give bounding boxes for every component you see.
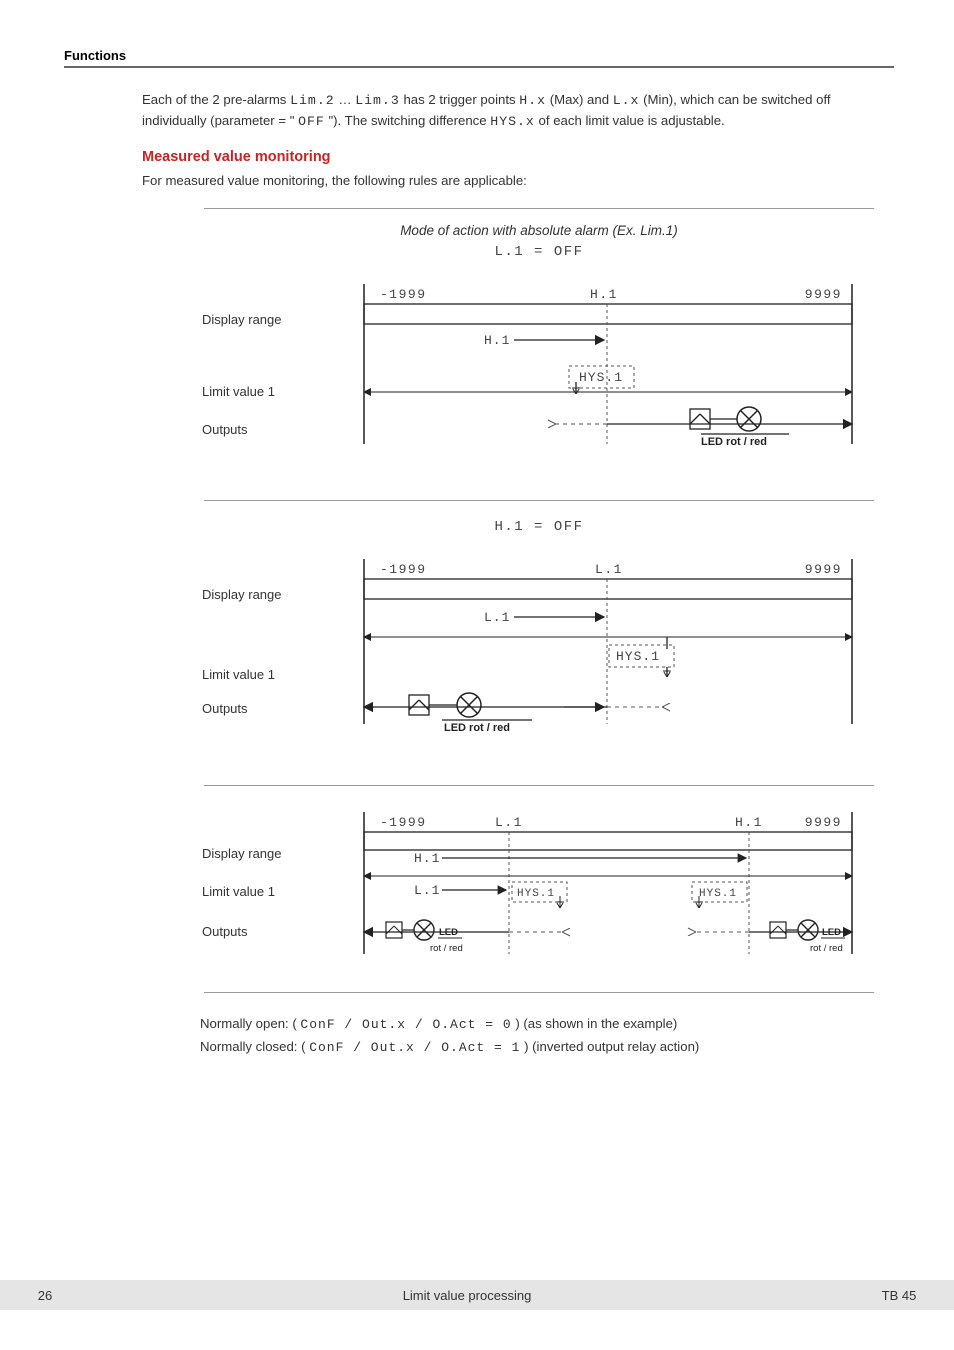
footer-page-number: 26 — [0, 1288, 90, 1303]
intro-text: individually (parameter = " — [142, 113, 294, 128]
label-outputs: Outputs — [202, 924, 248, 939]
intro-paragraph: Each of the 2 pre-alarms Lim.2 … Lim.3 h… — [142, 90, 886, 133]
divider — [204, 785, 874, 786]
chart-caption: Mode of action with absolute alarm (Ex. … — [204, 223, 874, 238]
chart-area: Mode of action with absolute alarm (Ex. … — [204, 208, 874, 1059]
divider — [204, 992, 874, 993]
seg-caption-l1off: L.1 = OFF — [204, 244, 874, 260]
label-display-range: Display range — [202, 312, 282, 327]
diag-hys1: HYS.1 — [616, 649, 660, 664]
intro-text: Each of the 2 pre-alarms — [142, 92, 290, 107]
seg-hx: H.x — [519, 93, 546, 108]
diagram-h1off: Display range Limit value 1 Outputs -199… — [204, 549, 874, 749]
diagram-svg-3: -1999 L.1 H.1 9999 H.1 L.1 HYS.1 — [354, 804, 864, 984]
rot-red-label: rot / red — [430, 943, 463, 954]
note-open-text: Normally open: ( — [200, 1016, 300, 1031]
diag-h1-top: H.1 — [735, 815, 763, 830]
page: Functions Each of the 2 pre-alarms Lim.2… — [0, 0, 954, 1350]
divider — [204, 208, 874, 209]
diagram-l1off: Display range Limit value 1 Outputs -199… — [204, 274, 874, 474]
intro-text: … — [338, 92, 355, 107]
diag-min: -1999 — [380, 562, 427, 577]
label-limit-value-1: Limit value 1 — [202, 667, 275, 682]
seg-lim2: Lim.2 — [290, 93, 335, 108]
diag-h1-label: H.1 — [484, 333, 510, 348]
label-limit-value-1: Limit value 1 — [202, 384, 275, 399]
label-outputs: Outputs — [202, 422, 248, 437]
diag-hys1: HYS.1 — [579, 370, 623, 385]
seg-caption-h1off: H.1 = OFF — [204, 519, 874, 535]
diag-hys1: HYS.1 — [517, 888, 555, 900]
diag-max: 9999 — [805, 287, 842, 302]
diag-max: 9999 — [805, 815, 842, 830]
seg-off: OFF — [298, 114, 325, 129]
diag-h1-top: H.1 — [590, 287, 618, 302]
diag-l1-label: L.1 — [414, 883, 440, 898]
diag-h1-label: H.1 — [414, 851, 440, 866]
intro-text: (Max) and — [550, 92, 613, 107]
diag-l1-top: L.1 — [495, 815, 523, 830]
note-closed-text: ) (inverted output relay action) — [524, 1039, 699, 1054]
diag-l1-top: L.1 — [595, 562, 623, 577]
header-section-label: Functions — [64, 48, 894, 63]
footer-center-title: Limit value processing — [90, 1288, 844, 1303]
seg-hysx: HYS.x — [490, 114, 535, 129]
diag-max: 9999 — [805, 562, 842, 577]
notes-block: Normally open: ( ConF / Out.x / O.Act = … — [200, 1013, 874, 1059]
diag-min: -1999 — [380, 815, 427, 830]
led-label: LED — [439, 927, 458, 938]
header-rule — [64, 66, 894, 68]
page-footer: 26 Limit value processing TB 45 — [0, 1280, 954, 1310]
diag-hys1: HYS.1 — [699, 888, 737, 900]
divider — [204, 500, 874, 501]
diagram-both: Display range Limit value 1 Outputs -199… — [204, 804, 874, 984]
note-closed-seg: ConF / Out.x / O.Act = 1 — [309, 1040, 520, 1055]
subheading-measured-value-monitoring: Measured value monitoring — [142, 149, 894, 165]
seg-lx: L.x — [613, 93, 640, 108]
intro-text: (Min), which can be switched off — [643, 92, 830, 107]
label-display-range: Display range — [202, 587, 282, 602]
footer-doc-id: TB 45 — [844, 1288, 954, 1303]
rule-text: For measured value monitoring, the follo… — [142, 173, 894, 188]
seg-lim3: Lim.3 — [355, 93, 400, 108]
diag-min: -1999 — [380, 287, 427, 302]
diagram-svg-2: -1999 L.1 9999 L.1 HYS.1 — [354, 549, 864, 749]
label-display-range: Display range — [202, 846, 282, 861]
note-open-seg: ConF / Out.x / O.Act = 0 — [300, 1017, 511, 1032]
intro-text: of each limit value is adjustable. — [539, 113, 725, 128]
diagram-svg-1: -1999 H.1 9999 H.1 HYS.1 — [354, 274, 864, 474]
label-limit-value-1: Limit value 1 — [202, 884, 275, 899]
note-open-text: ) (as shown in the example) — [515, 1016, 677, 1031]
led-rot-red-label: LED rot / red — [444, 722, 510, 734]
rot-red-label: rot / red — [810, 943, 843, 954]
note-closed-text: Normally closed: ( — [200, 1039, 309, 1054]
led-rot-red-label: LED rot / red — [701, 436, 767, 448]
label-outputs: Outputs — [202, 701, 248, 716]
intro-text: has 2 trigger points — [403, 92, 519, 107]
diag-l1-label: L.1 — [484, 610, 510, 625]
led-label: LED — [822, 927, 841, 938]
intro-text: "). The switching difference — [328, 113, 490, 128]
